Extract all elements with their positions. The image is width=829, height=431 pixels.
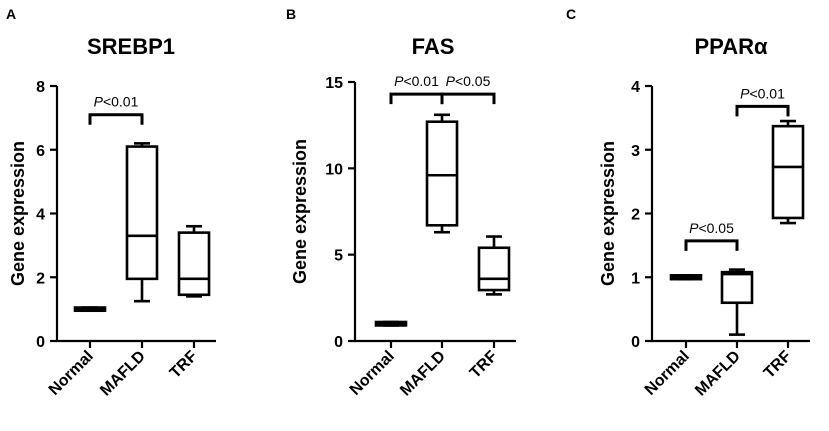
y-tick-label: 10 bbox=[325, 161, 343, 178]
significance-annotation: P<0.01 bbox=[88, 94, 144, 125]
significance-annotation: P<0.05 bbox=[684, 220, 739, 251]
panel-letter: C bbox=[566, 6, 576, 22]
box-mafld bbox=[125, 142, 159, 303]
iqr-box bbox=[477, 246, 511, 292]
iqr-box bbox=[177, 231, 211, 297]
box-mafld bbox=[425, 113, 459, 234]
x-tick-label: MAFLD bbox=[97, 348, 149, 400]
y-tick-label: 2 bbox=[631, 207, 640, 224]
significance-annotation: P<0.05 bbox=[440, 73, 496, 105]
box-normal bbox=[374, 320, 408, 327]
x-tick-label: Normal bbox=[347, 348, 398, 399]
p-value-label: P<0.05 bbox=[689, 220, 734, 236]
panel-b: B FAS Gene expression 0 5 10 15 Normal MAFLD TRF P… bbox=[286, 6, 516, 399]
iqr-box bbox=[425, 120, 459, 227]
y-tick-label: 4 bbox=[631, 79, 640, 96]
y-tick-label: 4 bbox=[36, 207, 45, 224]
chart-title: PPARα bbox=[694, 34, 767, 59]
box-trf bbox=[477, 235, 511, 296]
chart-title: SREBP1 bbox=[87, 34, 175, 59]
significance-bracket bbox=[684, 239, 739, 251]
significance-bracket bbox=[735, 104, 790, 117]
p-value-label: P<0.01 bbox=[394, 73, 439, 89]
p-value-label: P<0.01 bbox=[740, 85, 785, 101]
iqr-box bbox=[771, 124, 805, 220]
x-tick-label: MAFLD bbox=[397, 348, 449, 400]
chart-title: FAS bbox=[412, 34, 455, 59]
y-tick-label: 1 bbox=[631, 270, 640, 287]
iqr-box bbox=[125, 145, 159, 281]
significance-annotation: P<0.01 bbox=[389, 73, 444, 105]
significance-bracket bbox=[389, 92, 444, 105]
y-tick-label: 15 bbox=[325, 75, 343, 92]
iqr-box bbox=[720, 270, 754, 305]
box-trf bbox=[177, 224, 211, 298]
y-axis-label: Gene expression bbox=[8, 141, 28, 286]
significance-bracket bbox=[440, 92, 496, 105]
x-tick-label: TRF bbox=[761, 348, 795, 382]
p-value-label: P<0.05 bbox=[446, 73, 491, 89]
y-axis-label: Gene expression bbox=[598, 141, 618, 286]
panel-a: A SREBP1 Gene expression 0 2 4 6 8 Normal MAFLD TR… bbox=[6, 6, 216, 399]
y-tick-label: 3 bbox=[631, 143, 640, 160]
panel-c: C PPARα Gene expression 0 1 2 3 4 Normal MAFLD TRF… bbox=[566, 6, 810, 399]
y-tick-label: 0 bbox=[334, 334, 343, 351]
y-tick-label: 2 bbox=[36, 270, 45, 287]
y-tick-label: 8 bbox=[36, 79, 45, 96]
y-tick-label: 5 bbox=[334, 248, 343, 265]
box-mafld bbox=[720, 268, 754, 336]
box-normal bbox=[669, 274, 703, 281]
y-axis-label: Gene expression bbox=[290, 139, 310, 284]
y-tick-label: 0 bbox=[36, 334, 45, 351]
x-tick-label: TRF bbox=[167, 348, 201, 382]
y-tick-label: 6 bbox=[36, 143, 45, 160]
x-tick-label: Normal bbox=[46, 348, 97, 399]
x-tick-label: Normal bbox=[642, 348, 693, 399]
box-trf bbox=[771, 119, 805, 225]
x-tick-label: MAFLD bbox=[692, 348, 744, 400]
significance-bracket bbox=[88, 113, 144, 125]
box-normal bbox=[73, 306, 107, 313]
p-value-label: P<0.01 bbox=[94, 94, 139, 110]
panel-letter: A bbox=[6, 6, 16, 22]
x-tick-label: TRF bbox=[467, 348, 501, 382]
panel-letter: B bbox=[286, 6, 296, 22]
significance-annotation: P<0.01 bbox=[735, 85, 790, 117]
y-tick-label: 0 bbox=[631, 334, 640, 351]
